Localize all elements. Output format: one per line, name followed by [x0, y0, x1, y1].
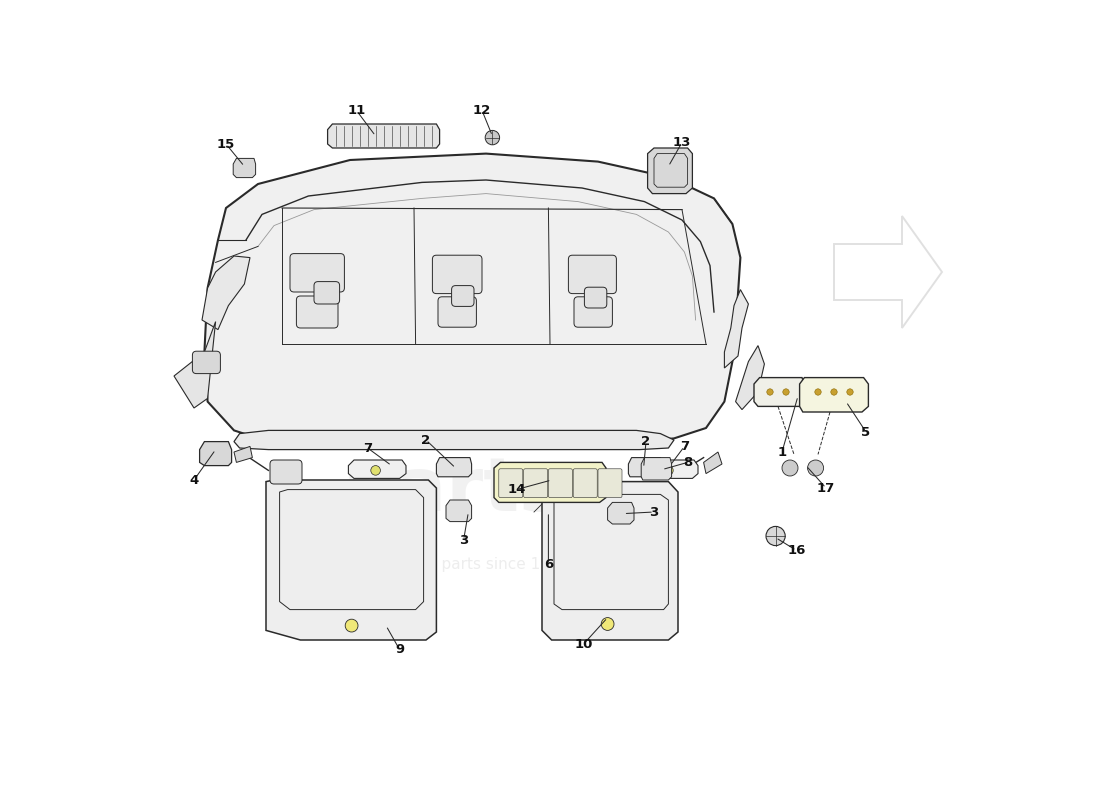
FancyBboxPatch shape — [290, 254, 344, 292]
FancyBboxPatch shape — [573, 469, 597, 498]
Polygon shape — [494, 462, 606, 502]
Polygon shape — [542, 482, 678, 640]
FancyBboxPatch shape — [270, 460, 302, 484]
Polygon shape — [349, 460, 406, 478]
FancyBboxPatch shape — [569, 255, 616, 294]
Text: 3: 3 — [459, 534, 469, 546]
Text: 9: 9 — [395, 643, 404, 656]
Polygon shape — [202, 256, 250, 330]
Polygon shape — [233, 158, 255, 178]
Polygon shape — [628, 458, 662, 477]
Polygon shape — [607, 502, 634, 524]
Circle shape — [345, 619, 358, 632]
Text: 11: 11 — [348, 104, 365, 117]
FancyBboxPatch shape — [432, 255, 482, 294]
Circle shape — [371, 466, 381, 475]
Text: 14: 14 — [507, 483, 526, 496]
FancyBboxPatch shape — [574, 297, 613, 327]
FancyBboxPatch shape — [549, 469, 572, 498]
Text: 2: 2 — [421, 434, 430, 446]
Text: 15: 15 — [217, 138, 235, 150]
Text: 4: 4 — [189, 474, 199, 486]
Text: a passion for parts since 1985: a passion for parts since 1985 — [339, 557, 570, 571]
Text: 8: 8 — [683, 456, 692, 469]
Circle shape — [783, 389, 789, 395]
Circle shape — [766, 526, 785, 546]
Text: 17: 17 — [817, 482, 835, 494]
FancyBboxPatch shape — [598, 469, 622, 498]
Polygon shape — [199, 442, 232, 466]
FancyBboxPatch shape — [537, 464, 569, 488]
Text: 7: 7 — [363, 442, 372, 454]
FancyBboxPatch shape — [584, 287, 607, 308]
Circle shape — [807, 460, 824, 476]
FancyBboxPatch shape — [524, 469, 548, 498]
FancyBboxPatch shape — [314, 282, 340, 304]
Circle shape — [815, 389, 822, 395]
Polygon shape — [639, 460, 698, 478]
Text: 2: 2 — [641, 435, 650, 448]
Circle shape — [782, 460, 797, 476]
Circle shape — [485, 130, 499, 145]
Polygon shape — [704, 452, 722, 474]
Polygon shape — [641, 458, 672, 480]
Text: 5: 5 — [861, 426, 870, 438]
Text: eurocar
parts: eurocar parts — [292, 370, 616, 526]
Circle shape — [847, 389, 854, 395]
Text: 13: 13 — [673, 136, 691, 149]
Polygon shape — [648, 148, 692, 194]
Text: 16: 16 — [788, 544, 805, 557]
Text: 12: 12 — [473, 104, 491, 117]
Polygon shape — [234, 446, 252, 462]
Text: 1: 1 — [778, 446, 786, 458]
Polygon shape — [328, 124, 440, 148]
Circle shape — [602, 618, 614, 630]
Circle shape — [830, 389, 837, 395]
FancyBboxPatch shape — [452, 286, 474, 306]
FancyBboxPatch shape — [192, 351, 220, 374]
Text: 7: 7 — [680, 440, 689, 453]
Text: 3: 3 — [649, 506, 659, 518]
Polygon shape — [174, 322, 216, 408]
Text: 6: 6 — [543, 558, 553, 570]
Circle shape — [767, 389, 773, 395]
FancyBboxPatch shape — [296, 296, 338, 328]
Polygon shape — [266, 480, 437, 640]
FancyBboxPatch shape — [498, 469, 522, 498]
Polygon shape — [725, 290, 748, 368]
Polygon shape — [234, 430, 674, 450]
Polygon shape — [437, 458, 472, 477]
Polygon shape — [800, 378, 868, 412]
FancyBboxPatch shape — [438, 297, 476, 327]
Polygon shape — [754, 378, 804, 406]
Polygon shape — [446, 500, 472, 522]
Polygon shape — [736, 346, 764, 410]
Circle shape — [663, 466, 673, 475]
Text: 10: 10 — [574, 638, 593, 650]
Polygon shape — [205, 154, 740, 442]
